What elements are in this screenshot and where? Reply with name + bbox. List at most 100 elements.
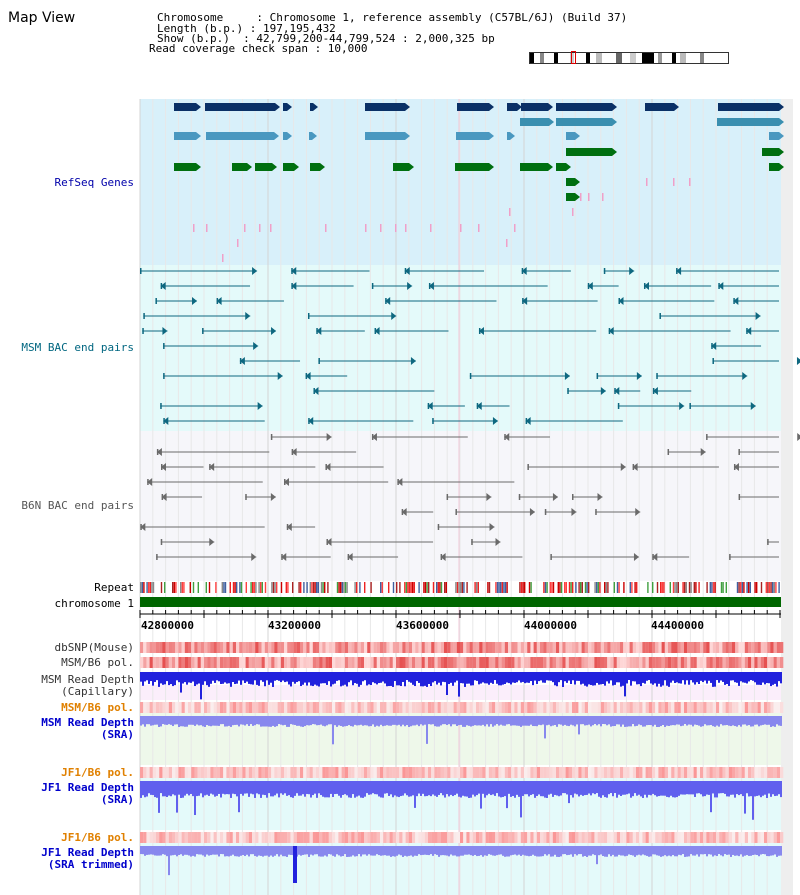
- heat-cell: [383, 657, 387, 668]
- heat-cell: [300, 832, 304, 843]
- chromosome-ideogram[interactable]: [529, 52, 729, 64]
- heat-cell: [690, 642, 694, 653]
- depth-bar: [220, 781, 222, 798]
- depth-spike: [293, 846, 297, 883]
- chromosome-bar[interactable]: [140, 597, 781, 607]
- heat-cell: [530, 832, 534, 843]
- repeat-element: [672, 582, 675, 593]
- gene-arrow: [405, 103, 410, 111]
- heat-cell: [725, 767, 729, 778]
- heat-cell: [220, 642, 224, 653]
- right-scroll-gutter[interactable]: [781, 99, 793, 895]
- heat-cell: [517, 767, 521, 778]
- depth-bar: [760, 672, 762, 685]
- depth-bar: [576, 716, 578, 725]
- heat-cell: [636, 767, 640, 778]
- bac-end: [471, 539, 473, 545]
- depth-bar: [200, 716, 202, 726]
- depth-bar: [754, 672, 756, 683]
- depth-bar: [720, 672, 722, 681]
- repeat-track[interactable]: [140, 582, 780, 593]
- depth-bar: [536, 846, 538, 857]
- depth-bar: [472, 672, 474, 686]
- depth-bar: [468, 781, 470, 798]
- repeat-element: [274, 582, 276, 593]
- depth-bar: [366, 716, 368, 726]
- repeat-element: [519, 582, 521, 593]
- gene-fragment: [588, 193, 590, 201]
- heat-cell: [607, 642, 611, 653]
- heat-cell: [386, 642, 390, 653]
- bac-end: [318, 358, 320, 364]
- depth-bar: [358, 672, 360, 687]
- repeat-element: [607, 582, 609, 593]
- heat-cell: [236, 767, 240, 778]
- depth-bar: [414, 716, 416, 726]
- depth-bar: [180, 716, 182, 727]
- heat-cell: [204, 767, 208, 778]
- repeat-element: [258, 582, 260, 593]
- heat-cell: [168, 832, 173, 843]
- heat-cell: [719, 642, 723, 653]
- depth-bar: [430, 716, 432, 725]
- depth-bar: [604, 781, 606, 798]
- depth-bar: [386, 716, 388, 726]
- depth-bar: [182, 672, 184, 684]
- depth-bar: [162, 716, 164, 725]
- ideogram-position-marker[interactable]: [571, 51, 576, 64]
- heat-cell: [556, 767, 560, 778]
- heat-cell: [181, 767, 185, 778]
- repeat-element: [506, 582, 508, 593]
- depth-bar: [686, 846, 688, 857]
- depth-bar: [144, 846, 146, 856]
- depth-bar: [186, 846, 188, 855]
- heat-cell: [364, 642, 368, 653]
- depth-bar: [592, 781, 594, 794]
- heat-cell: [396, 767, 400, 778]
- refseq-genes-track[interactable]: [174, 103, 784, 262]
- heat-cell: [754, 832, 758, 843]
- b6n-bac-track[interactable]: [140, 433, 800, 561]
- label-msm-b6-pol-2: MSM/B6 pol.: [61, 701, 134, 714]
- msm-bac-track[interactable]: [140, 267, 800, 425]
- depth-bar: [248, 672, 250, 684]
- depth-bar: [464, 672, 466, 687]
- heat-cell: [392, 642, 397, 653]
- heat-cell: [552, 657, 557, 668]
- repeat-element: [455, 582, 457, 593]
- depth-bar: [540, 672, 542, 681]
- heat-cell: [210, 832, 214, 843]
- depth-bar: [308, 781, 310, 795]
- heat-cell: [584, 657, 589, 668]
- depth-bar: [690, 781, 692, 795]
- heat-cell: [482, 642, 486, 653]
- depth-bar: [634, 846, 636, 857]
- depth-bar: [174, 672, 176, 686]
- depth-bar: [564, 781, 566, 794]
- heat-cell: [469, 702, 473, 713]
- depth-bar: [272, 716, 274, 726]
- repeat-element: [261, 582, 263, 593]
- depth-bar: [676, 716, 678, 725]
- depth-bar: [286, 672, 288, 682]
- repeat-element: [636, 582, 638, 593]
- depth-bar: [634, 716, 636, 727]
- depth-bar: [650, 716, 652, 726]
- bac-end-arrow: [391, 312, 397, 320]
- heat-cell: [584, 832, 589, 843]
- depth-bar: [158, 781, 160, 813]
- depth-bar: [562, 672, 564, 687]
- depth-bar: [406, 781, 408, 796]
- depth-bar: [476, 716, 478, 726]
- depth-bar: [670, 846, 672, 857]
- bac-end-arrow: [284, 478, 290, 486]
- heat-cell: [335, 767, 339, 778]
- heat-cell: [220, 657, 224, 668]
- depth-bar: [676, 672, 678, 683]
- heat-cell: [476, 832, 480, 843]
- heat-cell: [661, 832, 665, 843]
- depth-bar: [644, 846, 646, 856]
- heat-cell: [668, 832, 672, 843]
- depth-bar: [558, 846, 560, 857]
